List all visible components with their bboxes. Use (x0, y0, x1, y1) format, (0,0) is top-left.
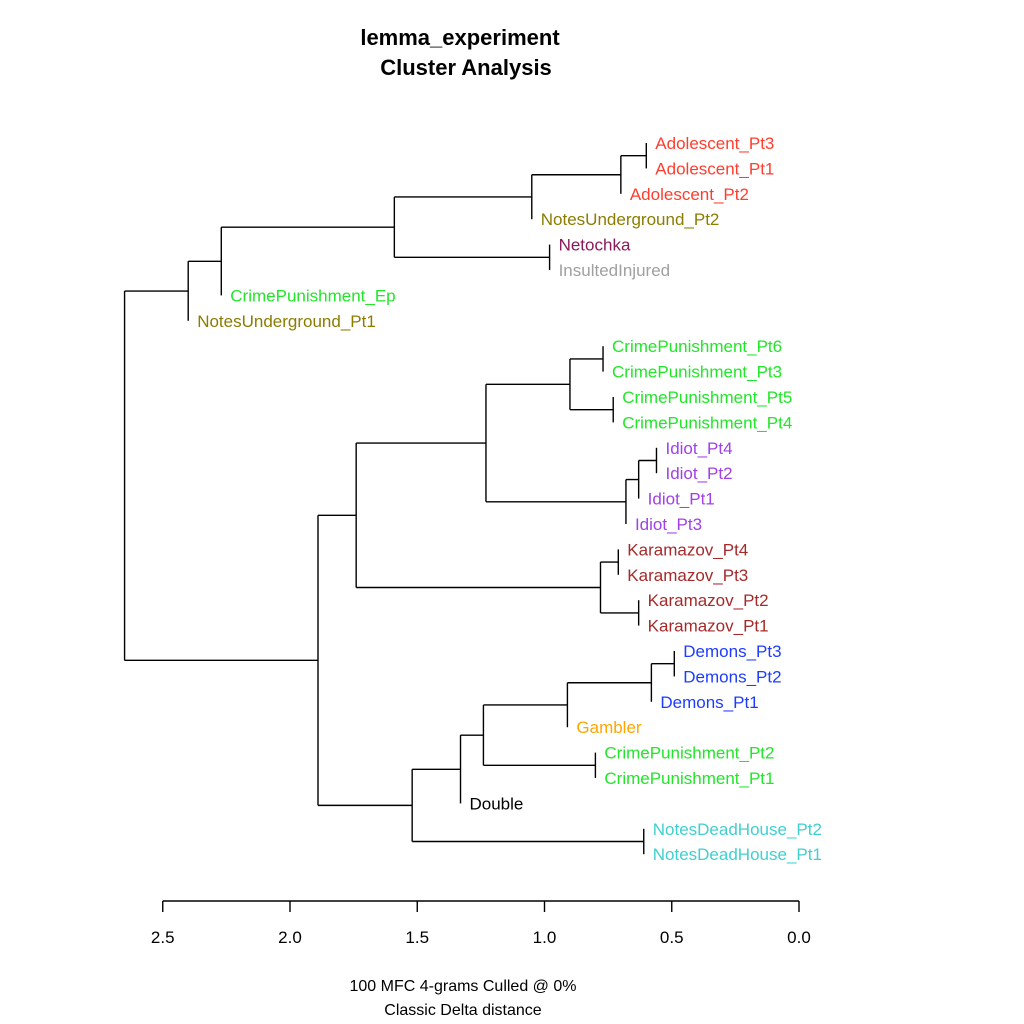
leaf-label: Idiot_Pt1 (648, 490, 715, 509)
leaf-label: Demons_Pt3 (683, 642, 781, 661)
leaf-label: NotesUnderground_Pt2 (541, 210, 720, 229)
x-axis-tick-label: 2.5 (151, 928, 175, 947)
leaf-label: Netochka (559, 236, 631, 255)
x-axis-tick-label: 0.0 (787, 928, 811, 947)
leaf-label: Gambler (576, 718, 642, 737)
leaf-label: CrimePunishment_Pt5 (622, 388, 792, 407)
leaf-label: NotesUnderground_Pt1 (197, 312, 376, 331)
leaf-label: CrimePunishment_Pt6 (612, 337, 782, 356)
x-axis-tick-label: 1.5 (405, 928, 429, 947)
leaf-label: CrimePunishment_Pt3 (612, 363, 782, 382)
leaf-label: Karamazov_Pt2 (648, 591, 769, 610)
leaf-label: Double (470, 794, 524, 813)
leaf-label: CrimePunishment_Pt4 (622, 413, 792, 432)
leaf-label: InsultedInjured (559, 261, 671, 280)
leaf-label: Idiot_Pt4 (665, 439, 732, 458)
leaf-label: CrimePunishment_Pt1 (604, 769, 774, 788)
leaf-label: Adolescent_Pt2 (630, 185, 749, 204)
leaf-label: NotesDeadHouse_Pt1 (653, 845, 822, 864)
leaf-label: Karamazov_Pt1 (648, 617, 769, 636)
x-axis: 2.5 2.0 1.5 1.0 0.5 0.0 (151, 900, 811, 947)
leaf-label: Adolescent_Pt1 (655, 159, 774, 178)
dendrogram-branches (123, 143, 675, 855)
leaf-label: Adolescent_Pt3 (655, 134, 774, 153)
x-axis-tick-label: 1.0 (533, 928, 557, 947)
leaf-label: Demons_Pt2 (683, 667, 781, 686)
leaf-label: NotesDeadHouse_Pt2 (653, 820, 822, 839)
leaf-label: Karamazov_Pt3 (627, 566, 748, 585)
leaf-label: Idiot_Pt2 (665, 464, 732, 483)
caption-line-2: Classic Delta distance (384, 1002, 542, 1019)
x-axis-tick-label: 0.5 (660, 928, 684, 947)
leaf-label: Idiot_Pt3 (635, 515, 702, 534)
chart-title-line-1: lemma_experiment (360, 25, 560, 50)
leaf-label: Demons_Pt1 (660, 693, 758, 712)
leaf-label: Karamazov_Pt4 (627, 540, 748, 559)
leaf-labels: Adolescent_Pt3 Adolescent_Pt1 Adolescent_P… (197, 134, 822, 864)
leaf-label: CrimePunishment_Ep (230, 286, 395, 305)
leaf-label: CrimePunishment_Pt2 (604, 744, 774, 763)
caption-line-1: 100 MFC 4-grams Culled @ 0% (350, 978, 577, 995)
chart-title-line-2: Cluster Analysis (380, 55, 552, 80)
x-axis-tick-label: 2.0 (278, 928, 302, 947)
